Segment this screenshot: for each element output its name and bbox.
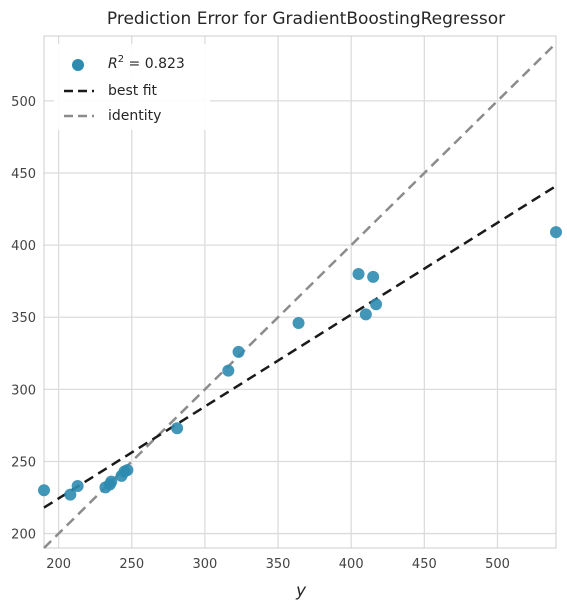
identity-line — [43, 42, 557, 549]
y-tick-label: 450 — [11, 167, 36, 182]
y-tick-label: 400 — [11, 239, 36, 254]
plot-frame — [43, 35, 557, 549]
data-points — [38, 226, 562, 501]
data-point — [359, 308, 372, 321]
x-axis-label: y — [295, 581, 307, 601]
x-tick-label: 300 — [193, 557, 218, 572]
data-point — [352, 267, 365, 280]
y-tick-label: 200 — [11, 528, 36, 543]
legend-r2-symbol: R — [108, 56, 118, 72]
x-tick-label: 200 — [46, 557, 71, 572]
y-tick-label: 500 — [11, 95, 36, 110]
legend-point-marker — [72, 59, 84, 71]
data-point — [370, 298, 383, 311]
axes: 200 250 300 350 400 450 500 200 250 300 350 400 450 5… — [11, 35, 557, 572]
x-tick-label: 400 — [339, 557, 364, 572]
data-point — [367, 270, 380, 283]
x-tick-label: 350 — [266, 557, 291, 572]
legend-best-fit-label: best fit — [108, 83, 158, 99]
reference-lines — [43, 42, 557, 549]
best-fit-line — [43, 184, 557, 509]
grid — [44, 36, 556, 548]
chart-title: Prediction Error for GradientBoostingReg… — [107, 9, 505, 29]
y-tick-label: 300 — [11, 383, 36, 398]
data-point — [550, 226, 562, 239]
data-point — [292, 317, 305, 330]
y-tick-label: 250 — [11, 455, 36, 470]
legend-r2: R2 = 0.823 — [108, 54, 185, 72]
legend-identity-label: identity — [108, 108, 161, 124]
data-point — [64, 488, 77, 501]
data-point — [232, 345, 245, 358]
data-point — [38, 484, 50, 497]
x-tick-label: 450 — [412, 557, 437, 572]
legend-r2-exponent: 2 — [118, 54, 124, 65]
legend-r2-value: = 0.823 — [124, 56, 185, 72]
data-point — [105, 475, 118, 488]
legend: R2 = 0.823 best fit identity — [54, 44, 210, 130]
data-point — [222, 364, 235, 377]
data-point — [71, 479, 84, 492]
data-point — [171, 422, 184, 435]
y-tick-label: 350 — [11, 311, 36, 326]
x-tick-label: 250 — [119, 557, 144, 572]
x-tick-label: 500 — [485, 557, 510, 572]
data-point — [121, 464, 134, 477]
